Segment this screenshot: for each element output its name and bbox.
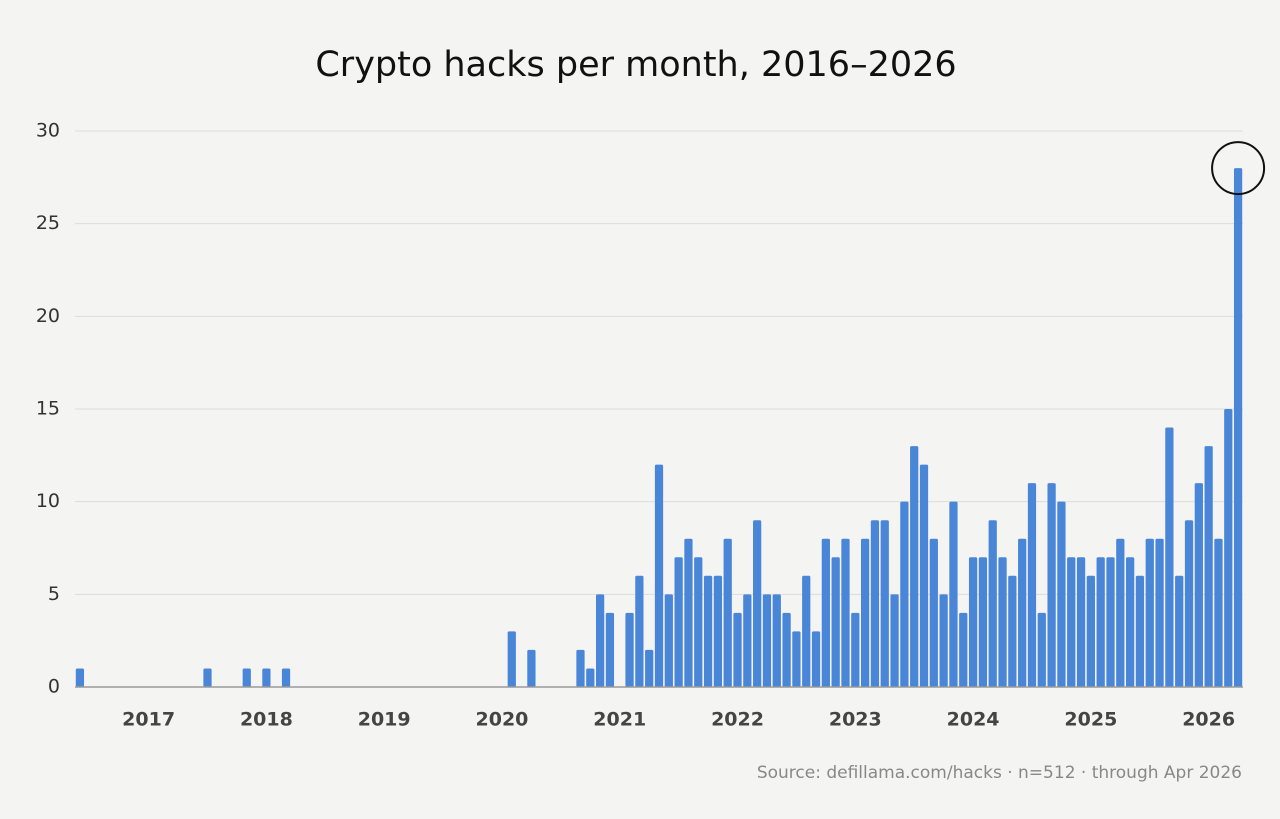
bar — [586, 668, 595, 687]
bar — [723, 538, 732, 687]
x-tick-label: 2020 — [476, 709, 529, 731]
bar — [1184, 520, 1194, 687]
bar — [929, 538, 938, 687]
bar — [910, 446, 919, 687]
bar — [939, 594, 948, 687]
x-tick-label: 2023 — [829, 709, 882, 731]
bar — [870, 520, 880, 687]
highlight-circle — [1211, 141, 1266, 196]
y-tick-label: 0 — [48, 676, 60, 698]
bar — [1145, 538, 1154, 687]
bar — [860, 538, 870, 687]
bar — [919, 464, 929, 687]
x-tick-label: 2021 — [593, 709, 646, 731]
y-tick-label: 25 — [36, 212, 60, 234]
bar — [851, 612, 860, 687]
bar — [694, 557, 703, 687]
bar — [1067, 557, 1076, 687]
bar — [1204, 446, 1213, 687]
x-tick-label: 2019 — [358, 709, 411, 731]
bar — [527, 649, 536, 687]
bar — [821, 538, 830, 687]
y-tick-label: 30 — [36, 120, 60, 142]
y-tick-label: 15 — [36, 398, 60, 420]
bar — [1086, 575, 1095, 687]
bar — [733, 612, 742, 687]
bar — [968, 557, 978, 687]
bar — [900, 501, 909, 687]
bar — [684, 538, 693, 687]
y-tick-label: 5 — [48, 583, 60, 605]
bar — [802, 575, 811, 687]
bar — [576, 649, 585, 687]
x-tick-label: 2025 — [1064, 709, 1117, 731]
bar — [1126, 557, 1135, 687]
bar — [1194, 483, 1203, 687]
bar — [203, 668, 212, 687]
source-note: Source: defillama.com/hacks · n=512 · th… — [757, 763, 1242, 783]
bar — [1106, 557, 1115, 687]
bar — [703, 575, 713, 687]
bar — [772, 594, 781, 687]
bar — [743, 594, 752, 687]
bar — [1008, 575, 1017, 687]
bar — [1155, 538, 1164, 687]
bar — [949, 501, 958, 687]
y-tick-label: 10 — [36, 490, 60, 512]
bar — [674, 557, 683, 687]
bar — [880, 520, 889, 687]
bar — [75, 668, 85, 687]
bar — [242, 668, 251, 687]
bar — [978, 557, 988, 687]
bar — [605, 612, 615, 687]
bar — [625, 612, 634, 687]
bar — [1224, 409, 1233, 687]
bar — [1214, 538, 1223, 687]
bar — [753, 520, 762, 687]
x-tick-label: 2018 — [240, 709, 293, 731]
bar — [654, 464, 664, 687]
bar — [1165, 427, 1174, 687]
y-tick-label: 20 — [36, 305, 60, 327]
bar — [1233, 168, 1243, 688]
bar — [1027, 483, 1037, 687]
bar — [1057, 501, 1066, 687]
bar — [841, 538, 850, 687]
bar — [664, 594, 673, 687]
bar — [1037, 612, 1046, 687]
bar — [811, 631, 821, 687]
bar — [998, 557, 1007, 687]
bar — [1096, 557, 1105, 687]
x-tick-label: 2026 — [1182, 709, 1235, 731]
x-tick-label: 2022 — [711, 709, 764, 731]
bar — [507, 631, 516, 687]
bar — [831, 557, 840, 687]
bar — [1047, 483, 1056, 687]
bar — [1076, 557, 1086, 687]
bar — [988, 520, 997, 687]
bar — [959, 612, 968, 687]
bar — [1175, 575, 1184, 687]
bar — [262, 668, 271, 687]
chart-title: Crypto hacks per month, 2016–2026 — [315, 45, 956, 85]
bar — [782, 612, 791, 687]
x-tick-label: 2024 — [947, 709, 1000, 731]
bar — [1116, 538, 1125, 687]
bar — [713, 575, 723, 687]
bar — [281, 668, 291, 687]
bar — [762, 594, 772, 687]
bar — [645, 649, 654, 687]
bar — [890, 594, 899, 687]
bar — [792, 631, 801, 687]
bar — [635, 575, 644, 687]
x-tick-label: 2017 — [122, 709, 175, 731]
bar — [1018, 538, 1027, 687]
bar — [1135, 575, 1145, 687]
bar — [595, 594, 605, 687]
